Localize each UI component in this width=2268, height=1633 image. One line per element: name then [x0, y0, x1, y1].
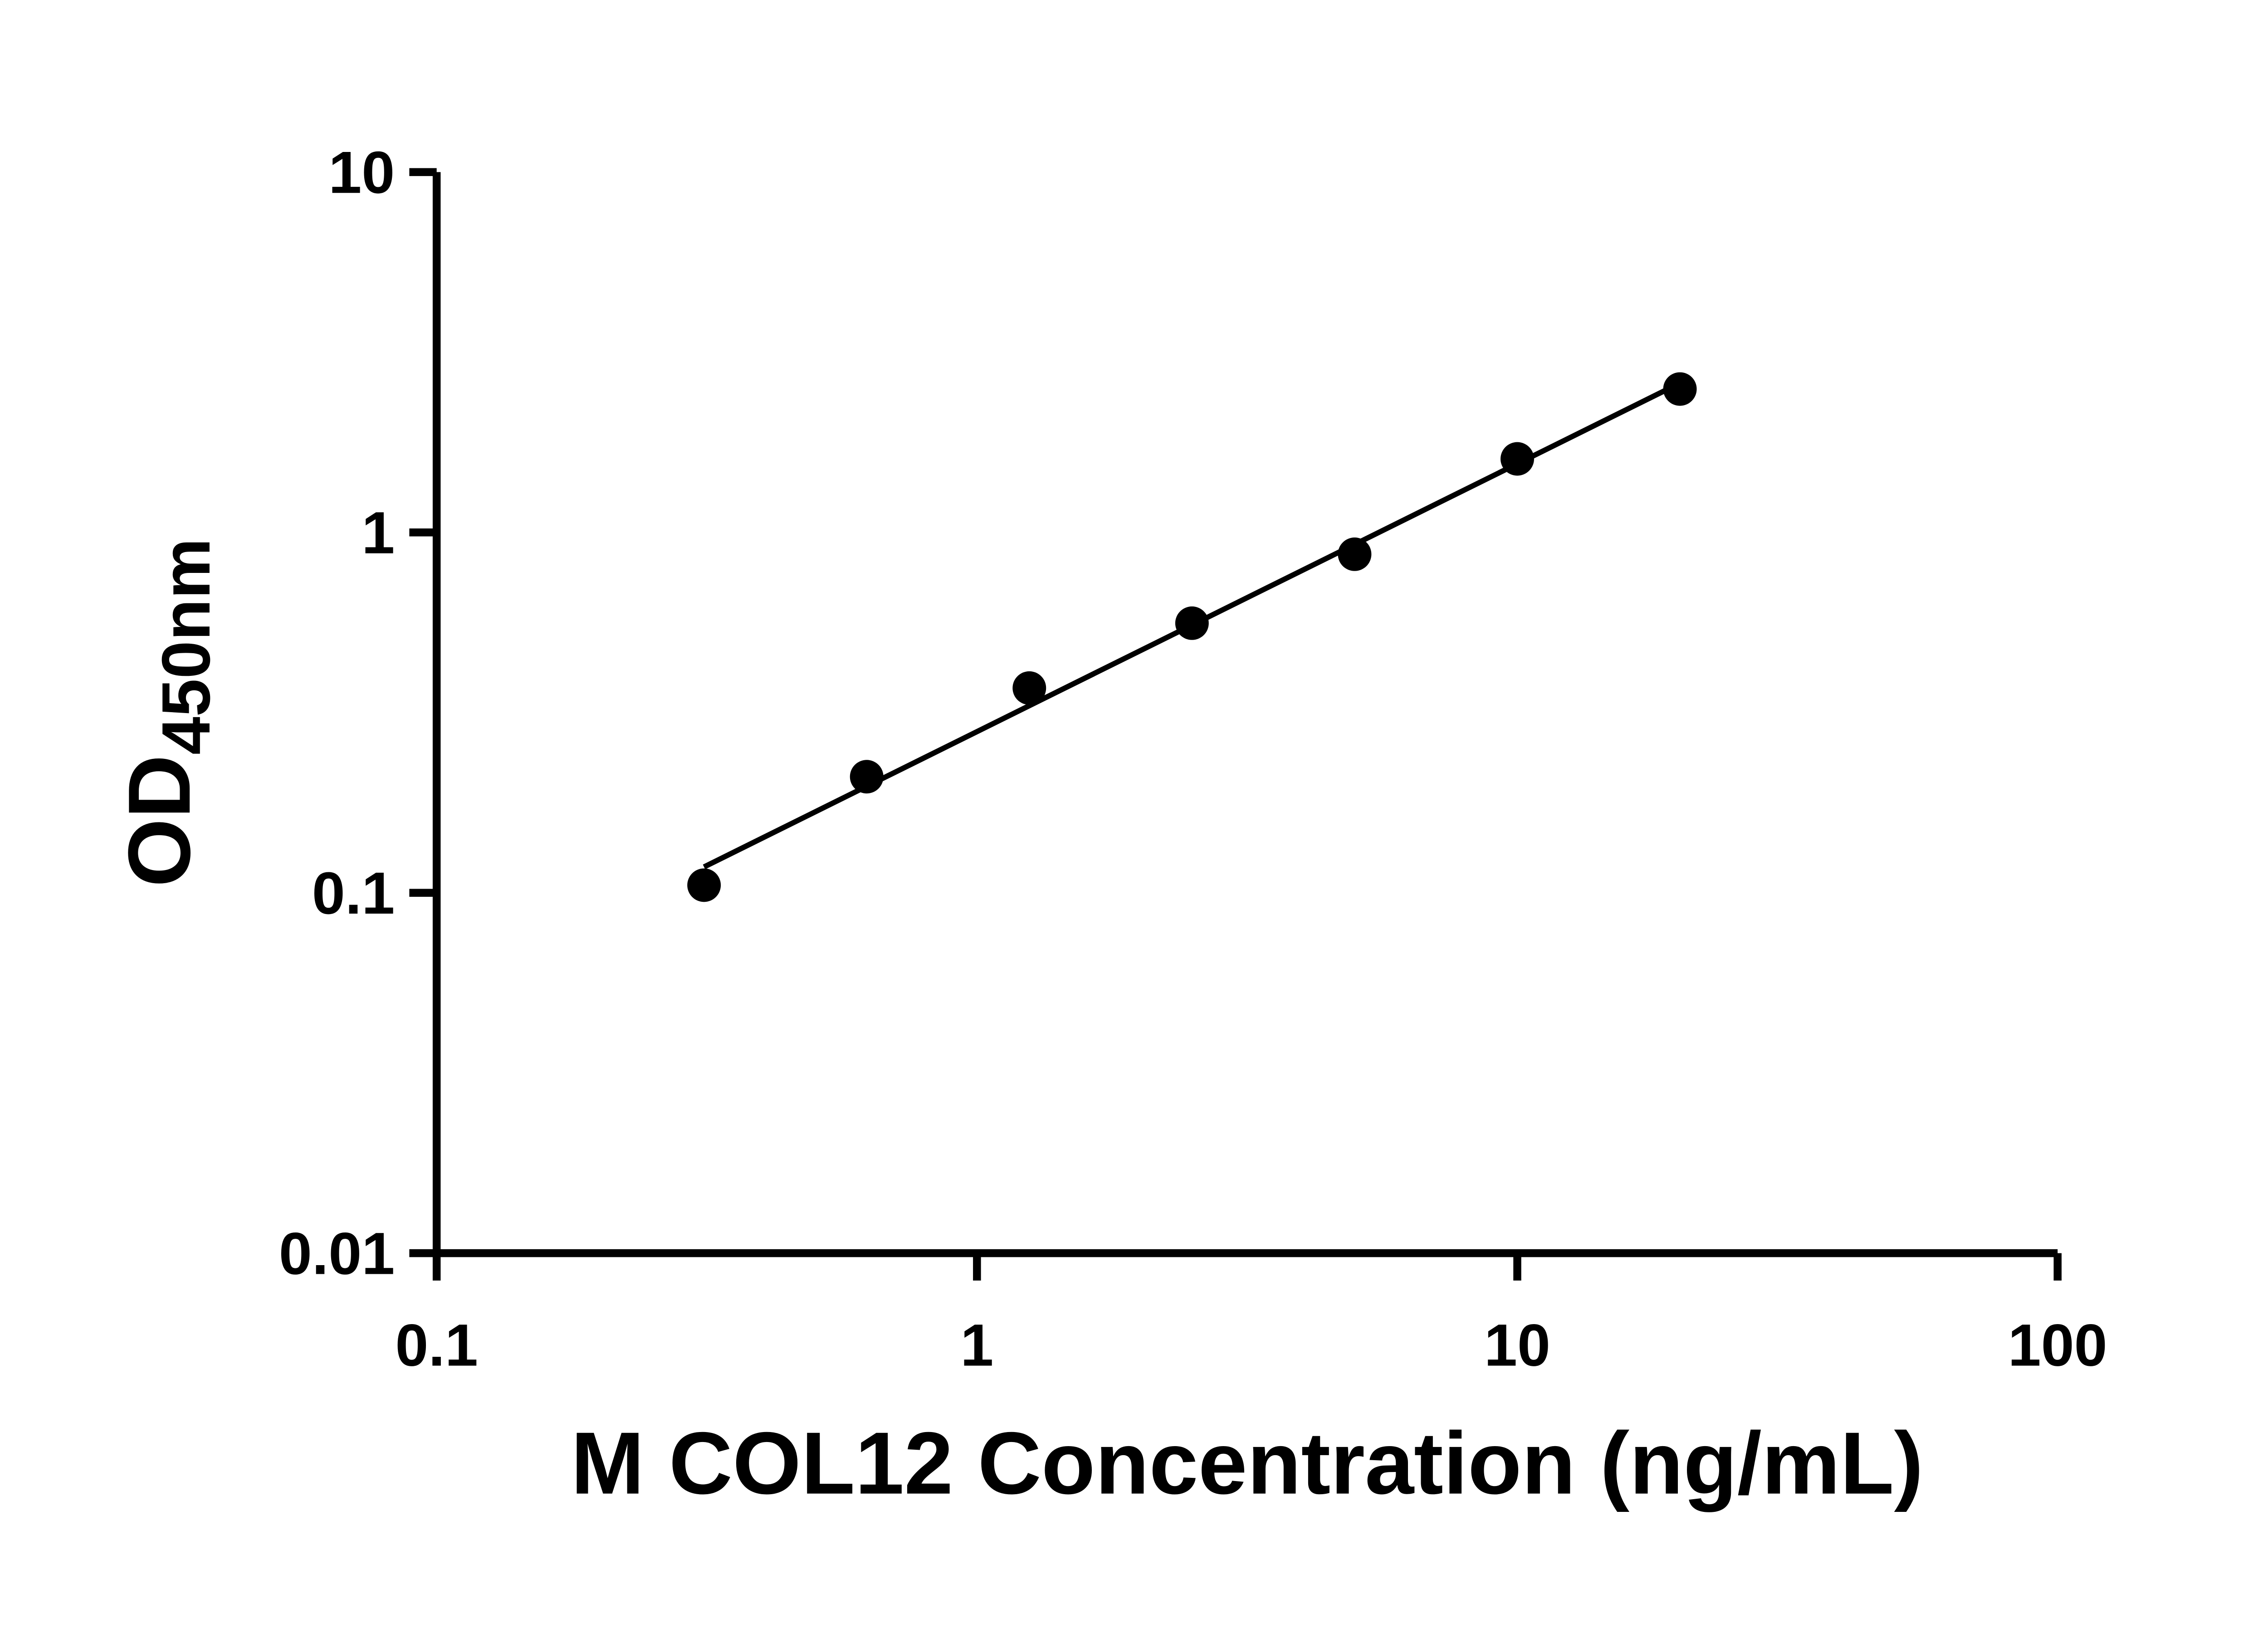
axes [432, 172, 2058, 1257]
x-axis-title: M COL12 Concentration (ng/mL) [571, 1414, 1924, 1513]
x-tick-label: 10 [1484, 1312, 1550, 1379]
y-axis-title: OD450nm [110, 538, 224, 887]
x-tick-label: 1 [960, 1312, 993, 1379]
y-tick-label: 10 [328, 139, 395, 205]
data-point-7 [1663, 372, 1697, 406]
y-tick-label: 0.01 [279, 1220, 395, 1287]
data-point-2 [850, 760, 884, 794]
x-tick-label: 100 [2008, 1312, 2107, 1379]
data-point-4 [1175, 606, 1209, 640]
data-point-1 [687, 868, 721, 902]
y-axis-title-subscript: 450nm [148, 538, 224, 755]
y-tick-label: 1 [362, 499, 395, 566]
y-tick-label: 0.1 [312, 860, 395, 926]
data-point-3 [1012, 671, 1046, 705]
x-tick-label: 0.1 [395, 1312, 478, 1379]
data-point-5 [1338, 537, 1372, 571]
data-point-6 [1501, 442, 1534, 476]
